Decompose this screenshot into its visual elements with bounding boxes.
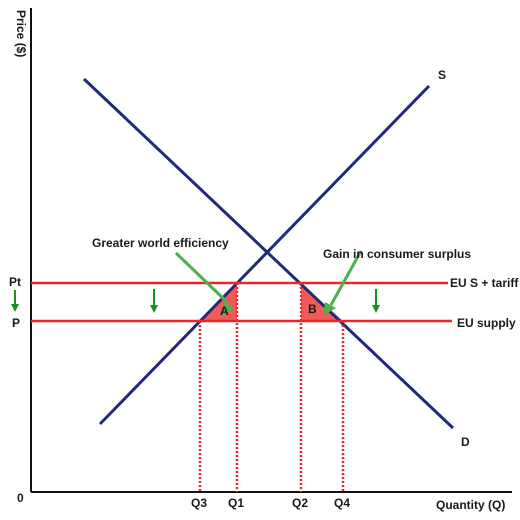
- supply-curve: [98, 84, 431, 426]
- supply-curve-label: S: [438, 68, 446, 82]
- consumer-surplus-annotation: Gain in consumer surplus: [323, 247, 471, 261]
- q4-label: Q4: [334, 496, 350, 510]
- y-axis-label: Price ($): [14, 10, 28, 57]
- demand-curve: [82, 77, 455, 430]
- supply-line-label: EU supply: [457, 316, 516, 330]
- efficiency-annotation: Greater world efficiency: [92, 236, 229, 250]
- origin-label: 0: [17, 491, 24, 505]
- world-price-label: P: [12, 316, 20, 330]
- area-b-label: B: [308, 302, 317, 316]
- x-axis-label: Quantity (Q): [436, 498, 505, 512]
- area-a-label: A: [220, 304, 229, 318]
- tariff-line-label: EU S + tariff: [450, 276, 519, 290]
- demand-curve-label: D: [461, 435, 470, 449]
- q2-label: Q2: [292, 496, 308, 510]
- surplus-pointer-arrow-icon: [323, 250, 363, 316]
- tariff-price-label: Pt: [9, 275, 21, 289]
- q1-label: Q1: [228, 496, 244, 510]
- efficiency-pointer-arrow-icon: [174, 251, 234, 317]
- q3-label: Q3: [191, 496, 207, 510]
